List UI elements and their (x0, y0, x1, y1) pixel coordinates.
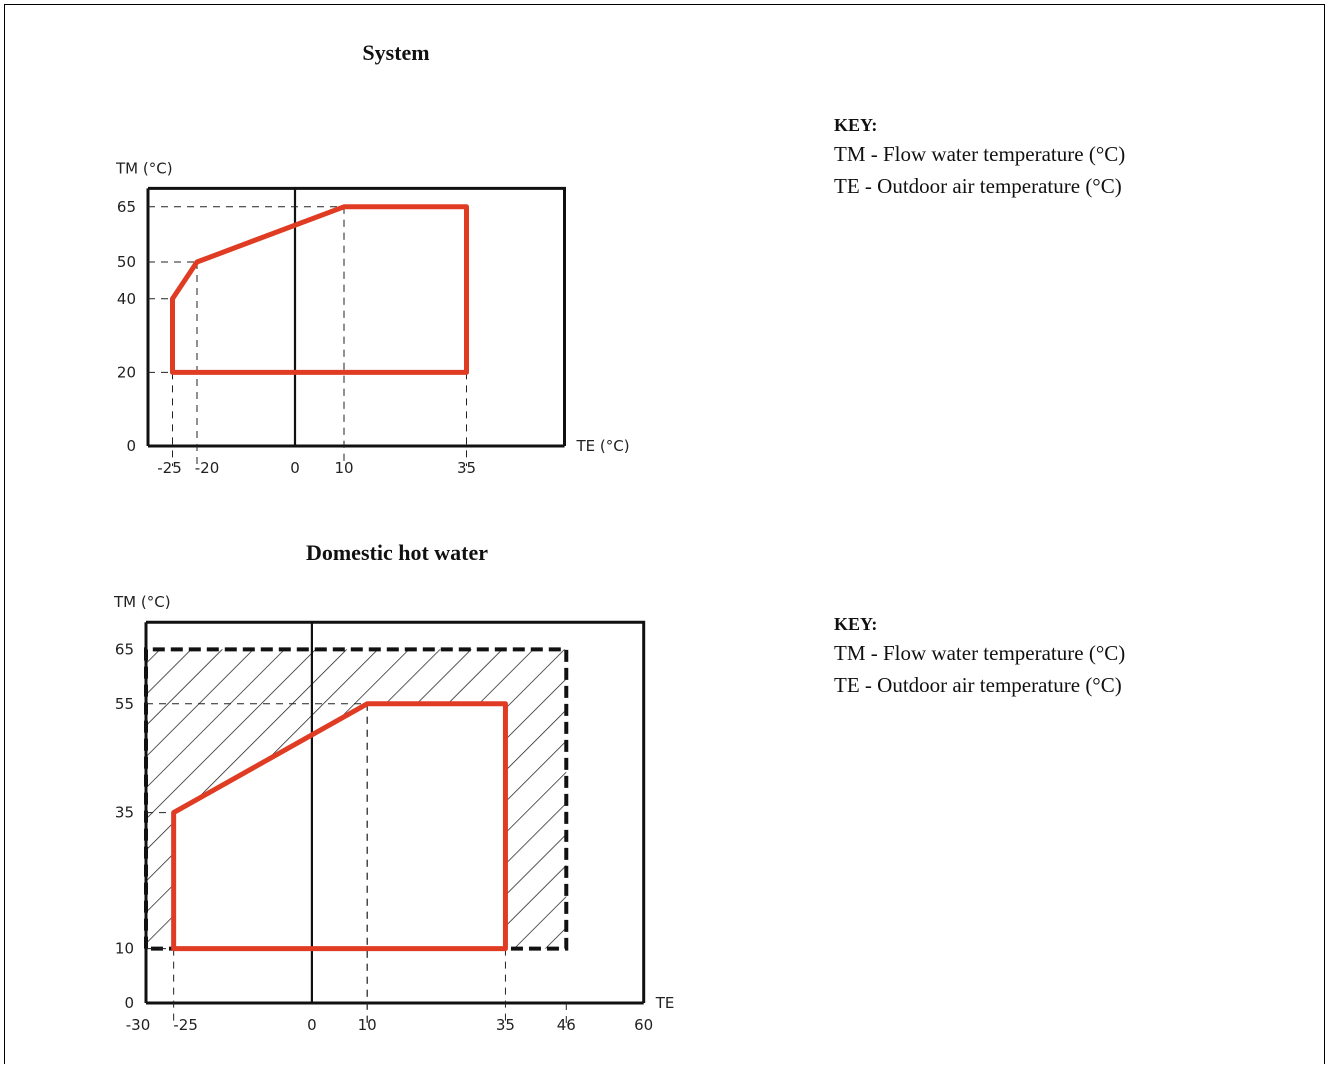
operating-envelope (171, 701, 508, 952)
x-tick-label: 60 (634, 1016, 653, 1034)
y-tick-label: 50 (117, 253, 136, 271)
y-axis-label: TM (°C) (115, 159, 173, 177)
key-line-tm: TM - Flow water temperature (°C) (834, 641, 1126, 665)
chart-title: Domestic hot water (306, 540, 488, 565)
key-line-te: TE - Outdoor air temperature (°C) (834, 673, 1122, 697)
y-tick-label: 10 (115, 940, 134, 958)
chart-title: System (362, 40, 429, 65)
y-tick-label: 20 (117, 363, 136, 381)
page-frame (4, 4, 1325, 1064)
x-tick-label: 10 (358, 1016, 377, 1034)
y-tick-label: 0 (126, 437, 136, 455)
y-tick-label: 65 (115, 640, 134, 658)
key-title: KEY: (834, 614, 878, 634)
y-tick-label: 40 (117, 290, 136, 308)
x-tick-label: 0 (290, 459, 300, 477)
x-tick-label: 0 (307, 1016, 317, 1034)
x-tick-label: -25 (157, 459, 182, 477)
key-line-tm: TM - Flow water temperature (°C) (834, 142, 1126, 166)
y-tick-label: 55 (115, 695, 134, 713)
x-tick-label: 35 (496, 1016, 515, 1034)
x-tick-label: 10 (334, 459, 353, 477)
key-box-dhw: KEY: TM - Flow water temperature (°C) TE… (834, 611, 1125, 701)
key-title: KEY: (834, 115, 878, 135)
x-axis-label: TE (°C) (576, 437, 630, 455)
x-tick-label: 35 (457, 459, 476, 477)
x-tick-label: -20 (195, 459, 220, 477)
chart-frame (148, 186, 566, 446)
y-tick-label: 0 (124, 994, 134, 1012)
x-tick-label: -25 (173, 1016, 198, 1034)
key-box-system: KEY: TM - Flow water temperature (°C) TE… (834, 112, 1125, 202)
x-axis-label: TE (655, 994, 675, 1012)
x-tick-label: 46 (557, 1016, 576, 1034)
operating-envelope (170, 204, 469, 375)
hatched-extended-area (146, 649, 567, 949)
y-tick-label: 65 (117, 198, 136, 216)
y-tick-label: 35 (115, 804, 134, 822)
key-line-te: TE - Outdoor air temperature (°C) (834, 174, 1122, 198)
y-axis-label: TM (°C) (113, 593, 171, 611)
x-tick-label: -30 (126, 1016, 151, 1034)
